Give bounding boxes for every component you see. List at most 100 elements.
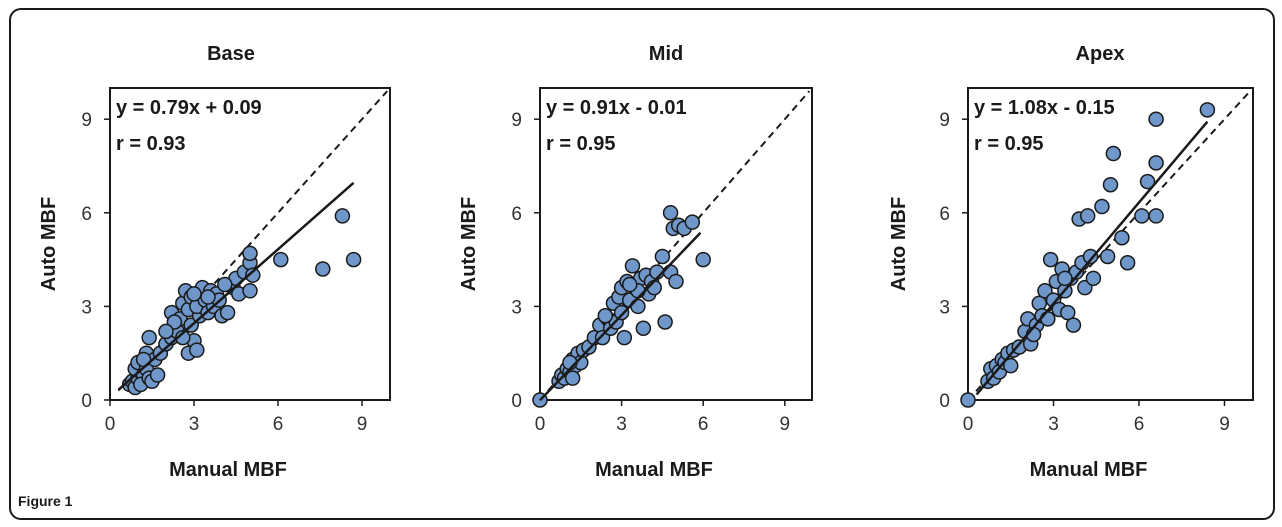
data-point <box>1105 145 1122 162</box>
data-point <box>175 329 191 346</box>
data-point <box>1065 317 1082 333</box>
data-point <box>1079 208 1096 224</box>
data-point <box>960 392 976 408</box>
data-point <box>1148 208 1164 224</box>
regression-line <box>975 120 1209 396</box>
y-tick-label: 6 <box>81 204 92 225</box>
regression-equation: y = 0.79x + 0.09 <box>116 97 262 119</box>
y-tick-label: 3 <box>511 297 522 318</box>
data-point <box>1085 270 1102 287</box>
data-point <box>1040 311 1056 327</box>
data-point <box>668 273 684 290</box>
chart-panel-0: Base Auto MBF Manual MBF 0 3 6 9 0 3 6 9 y = 0.79x … <box>38 43 391 481</box>
data-point <box>597 308 614 324</box>
x-tick-label: 9 <box>780 414 791 435</box>
data-point <box>1102 176 1119 193</box>
data-point <box>345 251 362 268</box>
data-point <box>1060 304 1076 321</box>
y-tick-label: 6 <box>511 204 522 225</box>
regression-line <box>117 181 355 391</box>
y-axis-label: Auto MBF <box>38 197 60 291</box>
data-point <box>1148 111 1164 127</box>
y-axis-label: Auto MBF <box>888 197 910 291</box>
y-tick-label: 3 <box>939 297 950 318</box>
data-point <box>1148 155 1164 171</box>
x-tick-label: 6 <box>698 414 709 435</box>
chart-title: Mid <box>649 43 683 65</box>
data-point <box>662 205 679 221</box>
chart-title: Base <box>207 43 255 65</box>
data-point <box>315 261 331 277</box>
chart-panel-2: Apex Auto MBF Manual MBF 0 3 6 9 0 3 6 9 y = 1.08x … <box>888 43 1254 481</box>
x-tick-label: 0 <box>963 414 974 435</box>
data-point <box>186 286 202 302</box>
data-point <box>564 370 581 386</box>
data-point <box>1094 198 1110 215</box>
data-point <box>1199 102 1216 118</box>
identity-line <box>967 90 1251 401</box>
identity-line <box>539 90 811 401</box>
data-point <box>141 329 157 346</box>
x-tick-label: 3 <box>1048 414 1059 435</box>
correlation-label: r = 0.95 <box>546 133 616 155</box>
data-point <box>149 367 166 383</box>
chart-title: Apex <box>1076 43 1125 65</box>
x-tick-label: 9 <box>1219 414 1230 435</box>
data-point <box>657 314 673 330</box>
data-point <box>616 329 633 346</box>
data-point <box>242 283 258 299</box>
x-tick-label: 9 <box>357 414 368 435</box>
data-point <box>1114 230 1130 246</box>
data-point <box>1042 251 1059 268</box>
data-point <box>273 251 289 268</box>
y-tick-label: 9 <box>81 110 92 131</box>
data-point <box>217 276 233 293</box>
data-point <box>1134 208 1150 224</box>
plot-area <box>539 87 813 401</box>
y-tick-label: 0 <box>939 391 950 412</box>
x-axis-label: Manual MBF <box>169 459 287 481</box>
plot-area <box>109 87 391 401</box>
data-point <box>613 304 630 321</box>
data-point <box>695 251 711 268</box>
regression-line <box>539 231 702 402</box>
x-axis-label: Manual MBF <box>1030 459 1148 481</box>
data-point <box>1082 248 1099 265</box>
regression-equation: y = 1.08x - 0.15 <box>974 97 1115 119</box>
data-point <box>1139 173 1156 190</box>
data-point <box>1099 248 1116 265</box>
data-point <box>1119 254 1136 271</box>
data-point <box>200 289 216 305</box>
correlation-label: r = 0.95 <box>974 133 1044 155</box>
data-point <box>622 276 638 293</box>
data-point <box>1057 270 1073 287</box>
figure-frame <box>9 8 1275 520</box>
x-axis-label: Manual MBF <box>595 459 713 481</box>
y-tick-label: 3 <box>81 297 92 318</box>
data-point <box>334 208 351 224</box>
x-tick-label: 0 <box>105 414 116 435</box>
data-point <box>219 304 236 321</box>
y-tick-label: 0 <box>511 391 522 412</box>
data-point <box>242 245 258 262</box>
x-tick-label: 3 <box>189 414 200 435</box>
data-point <box>684 214 701 230</box>
y-tick-label: 0 <box>81 391 92 412</box>
x-tick-label: 6 <box>1134 414 1145 435</box>
chart-panel-1: Mid Auto MBF Manual MBF 0 3 6 9 0 3 6 9 y = 0.91x -… <box>458 43 813 481</box>
data-point <box>624 258 641 274</box>
data-point <box>245 267 261 283</box>
regression-equation: y = 0.91x - 0.01 <box>546 97 687 119</box>
data-point <box>189 342 205 358</box>
y-axis-label: Auto MBF <box>458 197 480 291</box>
data-point <box>635 320 652 336</box>
x-tick-label: 3 <box>616 414 627 435</box>
x-tick-label: 6 <box>273 414 284 435</box>
figure-caption: Figure 1 <box>18 493 73 509</box>
y-tick-label: 9 <box>511 110 522 131</box>
data-point <box>158 323 174 340</box>
data-point <box>1003 357 1019 374</box>
plot-area <box>967 87 1254 401</box>
data-point <box>654 248 671 265</box>
